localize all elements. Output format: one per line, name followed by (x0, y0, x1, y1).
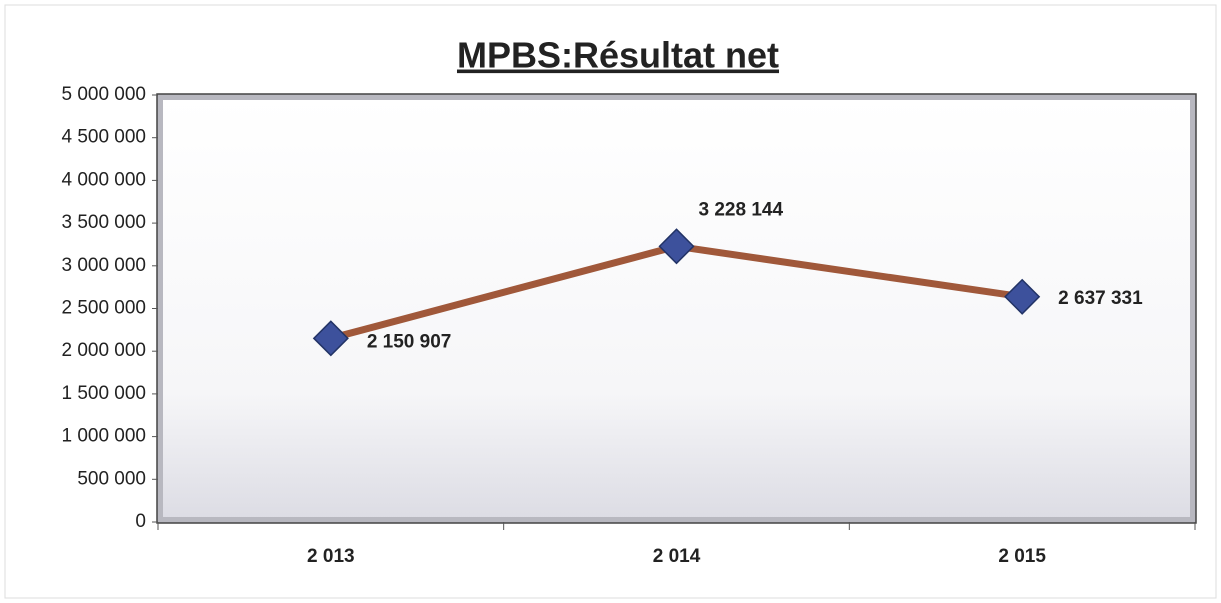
y-tick-label: 1 000 000 (61, 426, 146, 447)
plot-area (157, 94, 1196, 523)
data-point (312, 320, 349, 357)
data-point (658, 228, 695, 265)
data-label: 2 637 331 (1058, 288, 1143, 309)
y-tick-label: 500 000 (77, 468, 146, 489)
y-tick-label: 3 000 000 (61, 255, 146, 276)
y-tick-label: 0 (135, 511, 146, 532)
y-tick-label: 3 500 000 (61, 212, 146, 233)
x-tick-label: 2 015 (998, 546, 1046, 567)
data-label: 3 228 144 (699, 199, 784, 220)
y-tick-label: 4 000 000 (61, 169, 146, 190)
x-tick-label: 2 014 (653, 546, 701, 567)
data-point (1004, 278, 1041, 315)
y-tick-label: 2 000 000 (61, 340, 146, 361)
x-tick-label: 2 013 (307, 546, 355, 567)
y-tick-label: 5 000 000 (61, 84, 146, 105)
y-tick-label: 4 500 000 (61, 127, 146, 148)
y-tick-label: 2 500 000 (61, 298, 146, 319)
chart-frame (4, 4, 1217, 599)
data-label: 2 150 907 (367, 331, 452, 352)
chart-title: MPBS:Résultat net (457, 35, 779, 76)
y-tick-label: 1 500 000 (61, 383, 146, 404)
